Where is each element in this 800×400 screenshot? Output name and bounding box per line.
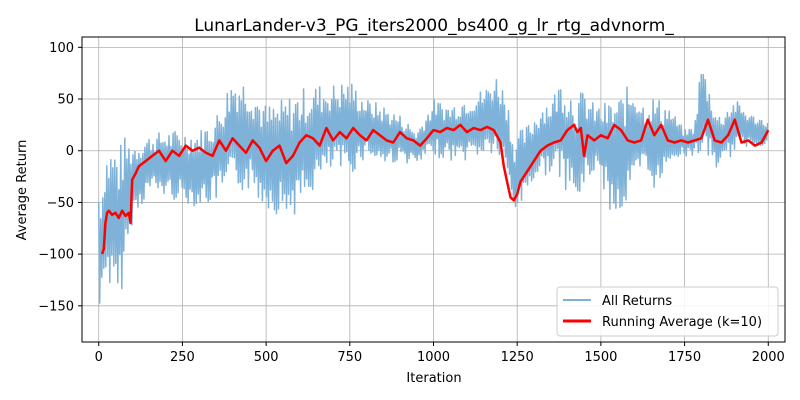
- x-axis-title: Iteration: [406, 371, 461, 386]
- x-tick-label: 1250: [501, 350, 534, 365]
- y-tick-label: 50: [57, 93, 74, 108]
- x-tick-label: 0: [95, 350, 103, 365]
- legend-label-all-returns: All Returns: [602, 294, 672, 309]
- series-all-returns: [97, 73, 769, 304]
- x-tick-label: 750: [337, 350, 362, 365]
- y-tick-label: −50: [47, 196, 74, 211]
- x-tick-label: 1750: [668, 350, 701, 365]
- x-tick-label: 2000: [752, 350, 785, 365]
- x-tick-label: 1000: [417, 350, 450, 365]
- y-axis: −150 −100 −50 0 50 100: [38, 41, 82, 314]
- y-axis-title: Average Return: [15, 140, 30, 241]
- x-tick-label: 1500: [584, 350, 617, 365]
- legend-label-running-average: Running Average (k=10): [602, 315, 762, 330]
- series-layer: [97, 73, 770, 304]
- x-tick-label: 250: [170, 350, 195, 365]
- series-running-average: [100, 118, 770, 255]
- legend-box: [556, 286, 779, 337]
- x-tick-label: 500: [254, 350, 279, 365]
- y-tick-label: 100: [49, 41, 74, 56]
- chart-title: LunarLander-v3_PG_iters2000_bs400_g_lr_r…: [194, 16, 674, 36]
- y-tick-label: −150: [38, 299, 74, 314]
- legend: All Returns Running Average (k=10): [556, 286, 779, 337]
- x-axis: 0 250 500 750 1000 1250 1500 1750 2000: [95, 342, 785, 365]
- y-tick-label: −100: [38, 248, 74, 263]
- y-tick-label: 0: [66, 144, 74, 159]
